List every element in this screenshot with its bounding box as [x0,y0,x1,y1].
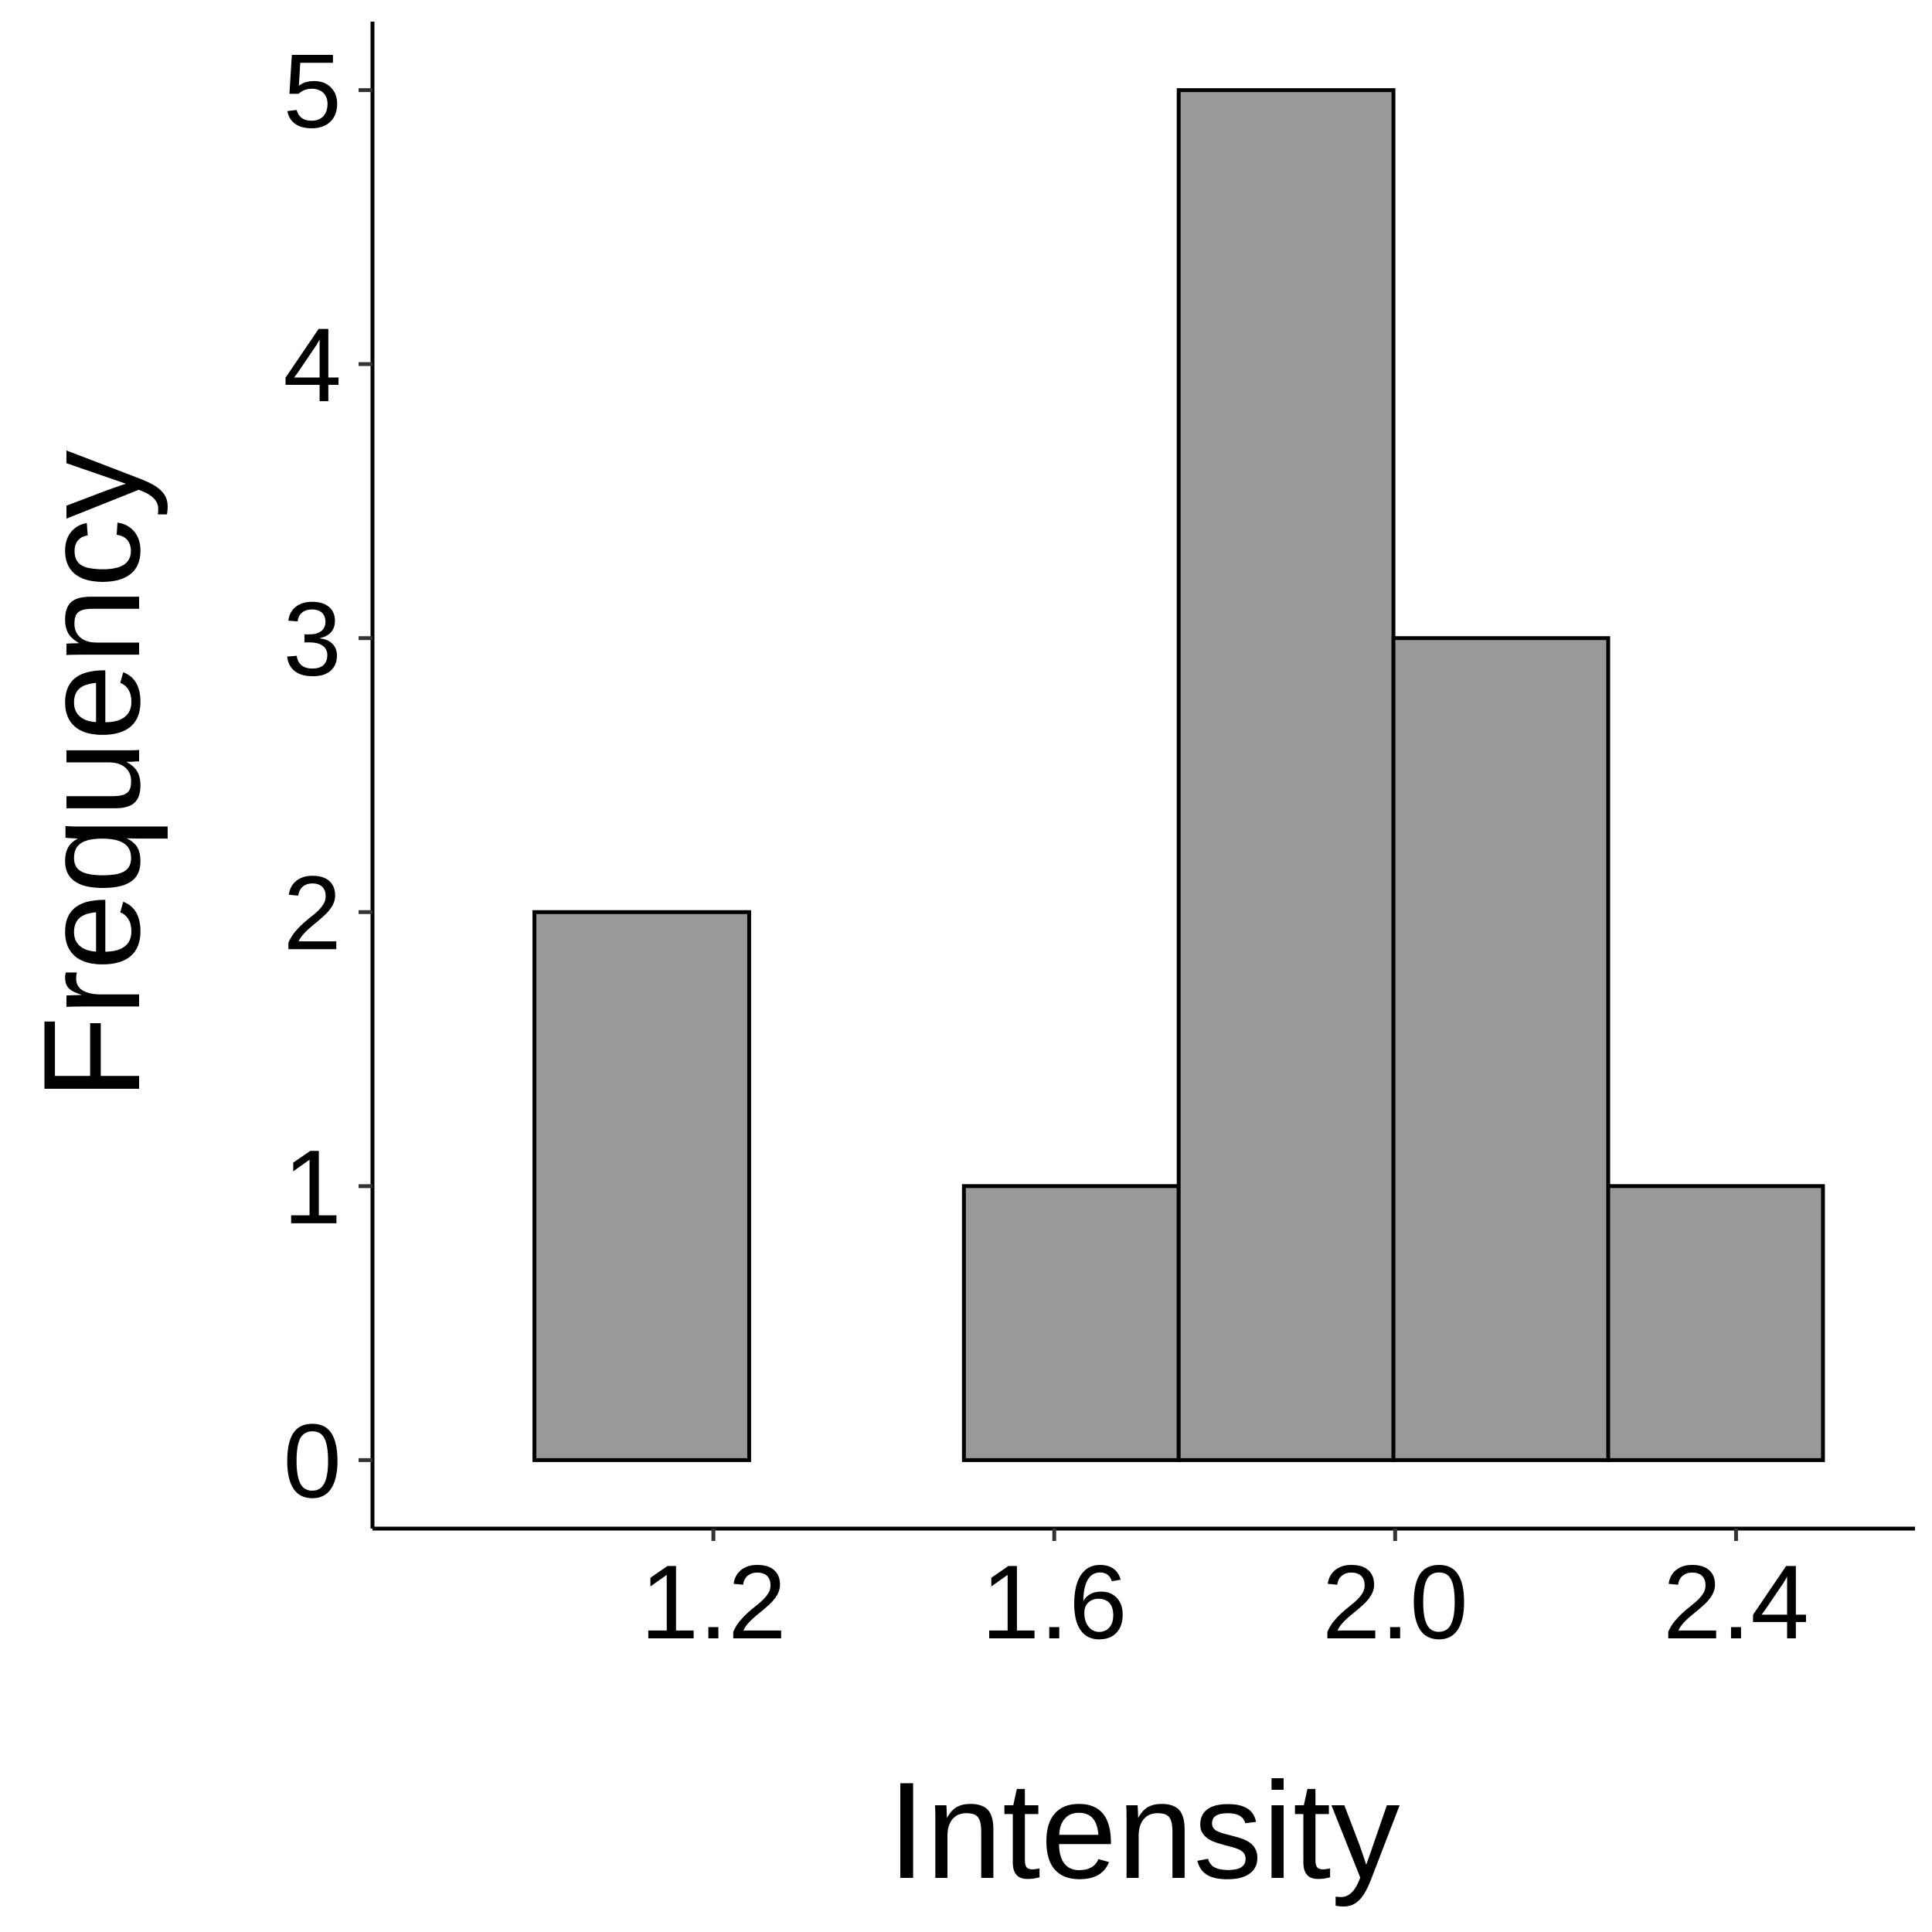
y-ticks-group: 0 1 2 3 4 5 [283,32,372,1519]
x-tick-label: 2.4 [1663,1543,1809,1661]
x-ticks-group: 1.2 1.6 2.0 2.4 [641,1529,1809,1661]
histogram-bar-3 [961,1184,1181,1462]
x-tick-label: 1.2 [641,1543,787,1661]
y-axis-title: Frequency [15,451,168,1100]
y-tick-label: 1 [283,1128,342,1246]
histogram-bar-1 [532,910,751,1462]
y-tick-label: 5 [283,32,342,150]
y-tick-label: 2 [283,854,342,971]
histogram-bar-6 [1606,1184,1825,1462]
y-tick-label: 3 [283,580,342,698]
x-tick-label: 1.6 [981,1543,1128,1661]
x-tick-label: 2.0 [1322,1543,1468,1661]
histogram-bar-4 [1176,88,1396,1462]
y-tick-label: 0 [283,1402,342,1519]
bars-group [532,88,1825,1462]
histogram-bar-5 [1391,636,1611,1462]
y-tick-label: 4 [283,306,342,423]
x-axis-title: Intensity [888,1753,1400,1907]
